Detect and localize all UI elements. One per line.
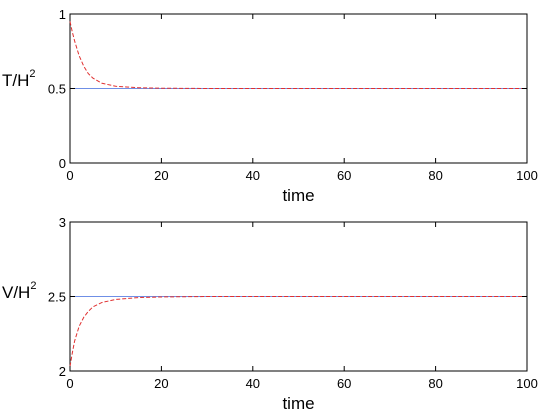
x-tick-label: 40 bbox=[246, 376, 260, 391]
y-tick-label: 3 bbox=[59, 215, 66, 230]
x-tick-label: 20 bbox=[154, 168, 168, 183]
y-tick-label: 2 bbox=[59, 364, 66, 379]
series-line-dashed bbox=[69, 296, 527, 367]
y-tick-label: 1 bbox=[59, 7, 66, 22]
x-tick-label: 0 bbox=[66, 376, 73, 391]
y-axis-label-main: T/H bbox=[2, 71, 29, 90]
x-tick-label: 60 bbox=[337, 168, 351, 183]
y-tick-label: 0.5 bbox=[48, 82, 66, 97]
y-axis-label-sup: 2 bbox=[30, 280, 36, 292]
x-tick-label: 80 bbox=[428, 376, 442, 391]
x-tick-label: 100 bbox=[516, 168, 538, 183]
y-axis-label-sup: 2 bbox=[29, 68, 35, 80]
chart-panel-1: 0 20 40 60 80 100 0 0.5 1 time T/H2 bbox=[2, 7, 538, 205]
y-tick-label: 0 bbox=[59, 156, 66, 171]
x-tick-label: 60 bbox=[337, 376, 351, 391]
x-tick-label: 0 bbox=[66, 168, 73, 183]
y-axis-label-main: V/H bbox=[2, 283, 30, 302]
y-tick-label: 2.5 bbox=[48, 290, 66, 305]
x-axis-label: time bbox=[282, 186, 314, 205]
x-tick-label: 20 bbox=[154, 376, 168, 391]
x-tick-label: 100 bbox=[516, 376, 538, 391]
x-tick-label: 80 bbox=[428, 168, 442, 183]
y-axis-label: V/H2 bbox=[2, 280, 36, 302]
x-axis-label: time bbox=[282, 394, 314, 413]
y-axis-label: T/H2 bbox=[2, 68, 36, 90]
series-line-dashed bbox=[69, 21, 527, 89]
x-tick-label: 40 bbox=[246, 168, 260, 183]
